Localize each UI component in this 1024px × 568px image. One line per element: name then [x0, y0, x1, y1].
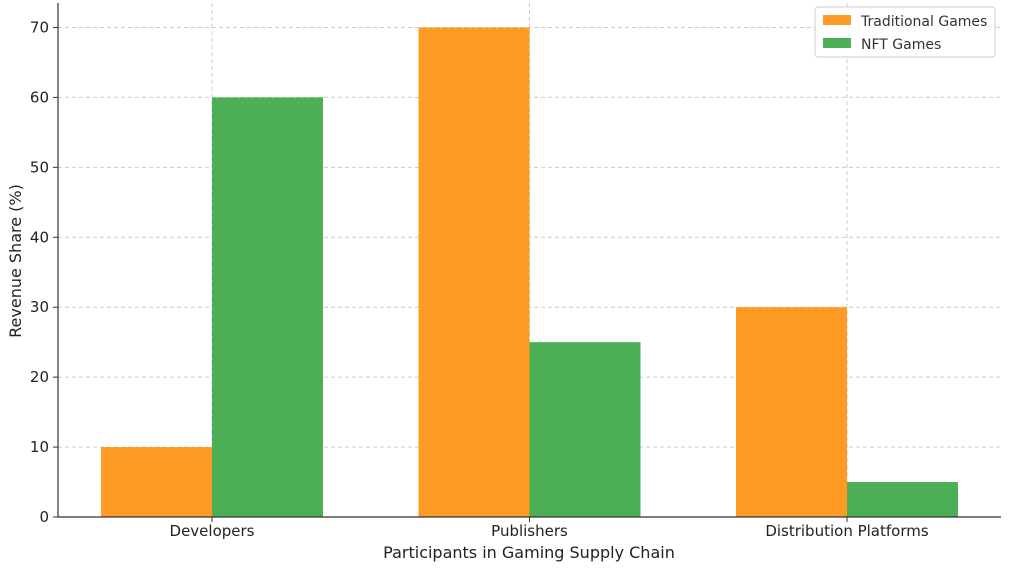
x-tick-label-developers: Developers — [170, 522, 255, 540]
x-tick-label-distribution-platforms: Distribution Platforms — [765, 522, 929, 540]
bar-traditional-games-publishers — [418, 27, 530, 517]
bar-nft-games-publishers — [529, 342, 641, 517]
legend: Traditional Games NFT Games — [814, 6, 996, 58]
legend-label-traditional-games: Traditional Games — [860, 14, 987, 30]
bar-nft-games-developers — [212, 97, 323, 517]
y-tick-label-0: 0 — [39, 508, 49, 526]
y-tick-label-20: 20 — [30, 368, 49, 386]
x-axis-label: Participants in Gaming Supply Chain — [383, 543, 675, 562]
legend-frame — [814, 6, 996, 58]
tick-labels: 0 10 20 30 40 50 60 70 Developers Publishers Distr… — [30, 18, 929, 540]
y-tick-label-60: 60 — [30, 88, 49, 106]
y-tick-label-70: 70 — [30, 18, 49, 36]
bar-traditional-games-distribution-platforms — [736, 307, 847, 517]
y-tick-label-40: 40 — [30, 228, 49, 246]
legend-label-nft-games: NFT Games — [861, 37, 941, 53]
legend-swatch-traditional-games — [823, 15, 851, 25]
legend-swatch-nft-games — [823, 38, 851, 48]
axes — [53, 3, 1001, 522]
x-tick-label-publishers: Publishers — [491, 522, 568, 540]
bars — [101, 27, 958, 517]
bar-traditional-games-developers — [101, 447, 212, 517]
y-tick-label-50: 50 — [30, 158, 49, 176]
y-tick-label-30: 30 — [30, 298, 49, 316]
y-tick-label-10: 10 — [30, 438, 49, 456]
bar-nft-games-distribution-platforms — [847, 482, 958, 517]
y-axis-label: Revenue Share (%) — [6, 184, 25, 338]
